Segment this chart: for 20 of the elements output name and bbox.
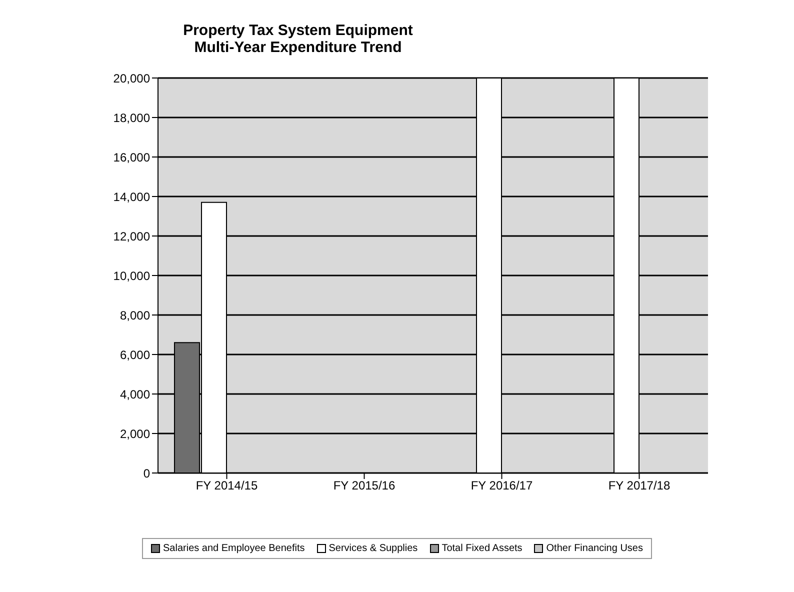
- y-tick-label: 0: [143, 466, 150, 480]
- y-tick-label: 14,000: [113, 190, 150, 204]
- y-tick-label: 12,000: [113, 229, 150, 244]
- y-tick-label: 18,000: [113, 110, 150, 125]
- legend-label: Total Fixed Assets: [442, 543, 522, 554]
- y-tick-label: 2,000: [120, 426, 150, 441]
- x-tick-label: FY 2016/17: [470, 478, 533, 493]
- y-tick-label: 8,000: [120, 308, 150, 322]
- x-tick-label: FY 2015/16: [333, 478, 396, 493]
- legend-label: Services & Supplies: [328, 543, 418, 554]
- legend-label: Other Financing Uses: [546, 543, 643, 554]
- legend-label: Salaries and Employee Benefits: [163, 543, 305, 554]
- y-tick-label: 10,000: [113, 268, 150, 283]
- y-tick-label: 20,000: [113, 71, 150, 86]
- chart-title: Property Tax System Equipment Multi-Year Expenditure Trend: [182, 22, 414, 56]
- y-tick-label: 6,000: [120, 348, 150, 362]
- y-tick-label: 16,000: [113, 150, 150, 164]
- x-tick-label: FY 2014/15: [196, 478, 258, 493]
- x-tick-label: FY 2017/18: [608, 478, 670, 493]
- y-tick-label: 4,000: [120, 387, 150, 402]
